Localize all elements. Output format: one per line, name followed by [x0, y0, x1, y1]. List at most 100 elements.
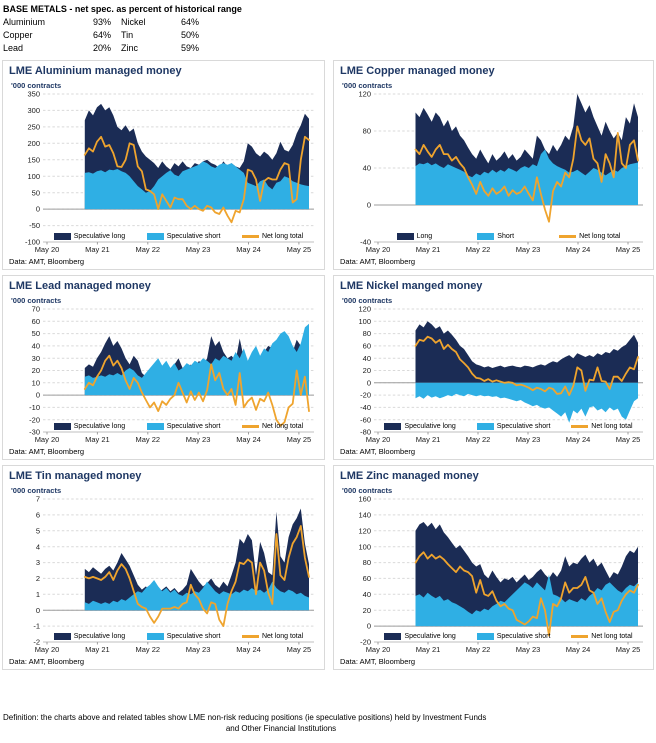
svg-text:-10: -10: [29, 403, 40, 412]
svg-text:120: 120: [358, 526, 371, 535]
svg-text:-40: -40: [360, 238, 371, 247]
source-note: Data: AMT, Bloomberg: [340, 447, 416, 456]
metal-name: Tin: [121, 30, 134, 40]
svg-text:0: 0: [367, 378, 371, 387]
svg-text:May 20: May 20: [35, 245, 60, 254]
svg-text:60: 60: [32, 317, 40, 326]
svg-text:May 20: May 20: [366, 435, 391, 444]
svg-text:May 25: May 25: [287, 245, 312, 254]
svg-text:May 24: May 24: [566, 435, 591, 444]
metal-name: Copper: [3, 30, 33, 40]
plot-area: 70 60 50 40 30 20 10 0 -10 -20 -30 May 20 May 21 May …: [9, 306, 318, 444]
svg-text:-20: -20: [29, 415, 40, 424]
plot-area: 120 80 40 0 -40 May 20 May 21 May 22 May 23 May 2…: [340, 91, 647, 254]
svg-text:May 23: May 23: [516, 245, 541, 254]
svg-text:70: 70: [32, 306, 40, 314]
svg-text:May 25: May 25: [287, 435, 312, 444]
header-title: BASE METALS - net spec. as percent of hi…: [3, 4, 242, 14]
svg-text:60: 60: [363, 574, 371, 583]
svg-text:-60: -60: [360, 415, 371, 424]
chart-title: LME Tin managed money: [9, 470, 142, 482]
svg-text:-50: -50: [29, 221, 40, 230]
svg-text:5: 5: [36, 526, 40, 535]
metal-name: Lead: [3, 43, 24, 53]
plot-area: 7 6 5 4 3 2 1 0 -1 -2 May 20 May 21 May 22 May 23 May …: [9, 496, 318, 654]
svg-text:40: 40: [363, 590, 371, 599]
metal-name: Aluminium: [3, 17, 46, 27]
svg-text:May 23: May 23: [186, 245, 211, 254]
svg-text:May 21: May 21: [85, 435, 110, 444]
chart-title: LME Copper managed money: [340, 65, 495, 77]
metal-value: 20%: [92, 43, 111, 53]
svg-text:-80: -80: [360, 428, 371, 437]
svg-text:-1: -1: [33, 622, 40, 631]
svg-text:May 25: May 25: [287, 645, 312, 654]
svg-text:120: 120: [358, 91, 371, 99]
source-note: Data: AMT, Bloomberg: [340, 657, 416, 666]
svg-text:120: 120: [358, 306, 371, 314]
svg-text:-40: -40: [360, 403, 371, 412]
svg-text:40: 40: [32, 342, 40, 351]
plot-area: 350 300 250 200 150 100 50 0 -50 -100 May 20 May 21…: [9, 91, 318, 254]
svg-text:20: 20: [363, 366, 371, 375]
svg-text:0: 0: [36, 391, 40, 400]
svg-text:May 25: May 25: [616, 435, 641, 444]
charts-grid: LME Aluminium managed money '000 contrac…: [2, 60, 656, 670]
definition-line1: Definition: the charts above and related…: [3, 713, 487, 722]
svg-text:May 20: May 20: [35, 645, 60, 654]
svg-text:May 22: May 22: [135, 435, 160, 444]
svg-text:May 22: May 22: [135, 645, 160, 654]
source-note: Data: AMT, Bloomberg: [9, 447, 85, 456]
chart-panel-aluminium: LME Aluminium managed money '000 contrac…: [2, 60, 325, 270]
svg-text:100: 100: [27, 172, 40, 181]
svg-text:May 22: May 22: [135, 245, 160, 254]
svg-text:May 23: May 23: [186, 435, 211, 444]
metal-value: 93%: [92, 17, 111, 27]
svg-text:50: 50: [32, 188, 40, 197]
source-note: Data: AMT, Bloomberg: [340, 257, 416, 266]
svg-text:30: 30: [32, 354, 40, 363]
svg-text:80: 80: [363, 329, 371, 338]
svg-text:-30: -30: [29, 428, 40, 437]
svg-text:-2: -2: [33, 638, 40, 647]
svg-text:May 22: May 22: [466, 245, 491, 254]
svg-text:350: 350: [27, 91, 40, 99]
summary-table: Aluminium 93% Nickel 64% Copper 64% Tin …: [3, 16, 656, 55]
svg-text:May 21: May 21: [416, 245, 441, 254]
svg-text:50: 50: [32, 329, 40, 338]
chart-title: LME Aluminium managed money: [9, 65, 182, 77]
svg-text:May 24: May 24: [236, 245, 261, 254]
chart-panel-tin: LME Tin managed money '000 contracts 7 6 5…: [2, 465, 325, 670]
svg-text:May 24: May 24: [236, 435, 261, 444]
svg-text:160: 160: [358, 496, 371, 504]
svg-text:40: 40: [363, 164, 371, 173]
metal-name: Nickel: [121, 17, 146, 27]
svg-text:250: 250: [27, 123, 40, 132]
svg-text:0: 0: [36, 606, 40, 615]
svg-text:2: 2: [36, 574, 40, 583]
svg-text:140: 140: [358, 511, 371, 520]
svg-text:3: 3: [36, 558, 40, 567]
axis-unit-label: '000 contracts: [342, 81, 393, 90]
svg-text:20: 20: [363, 606, 371, 615]
svg-text:0: 0: [36, 205, 40, 214]
svg-text:100: 100: [358, 542, 371, 551]
svg-text:May 23: May 23: [516, 435, 541, 444]
axis-unit-label: '000 contracts: [11, 486, 62, 495]
svg-text:100: 100: [358, 317, 371, 326]
svg-text:80: 80: [363, 127, 371, 136]
axis-unit-label: '000 contracts: [342, 296, 393, 305]
svg-text:20: 20: [32, 366, 40, 375]
svg-text:May 20: May 20: [35, 435, 60, 444]
definition-note: Definition: the charts above and related…: [2, 711, 560, 735]
metal-value: 64%: [92, 30, 111, 40]
svg-text:7: 7: [36, 496, 40, 504]
svg-text:May 22: May 22: [466, 435, 491, 444]
svg-text:May 22: May 22: [466, 645, 491, 654]
